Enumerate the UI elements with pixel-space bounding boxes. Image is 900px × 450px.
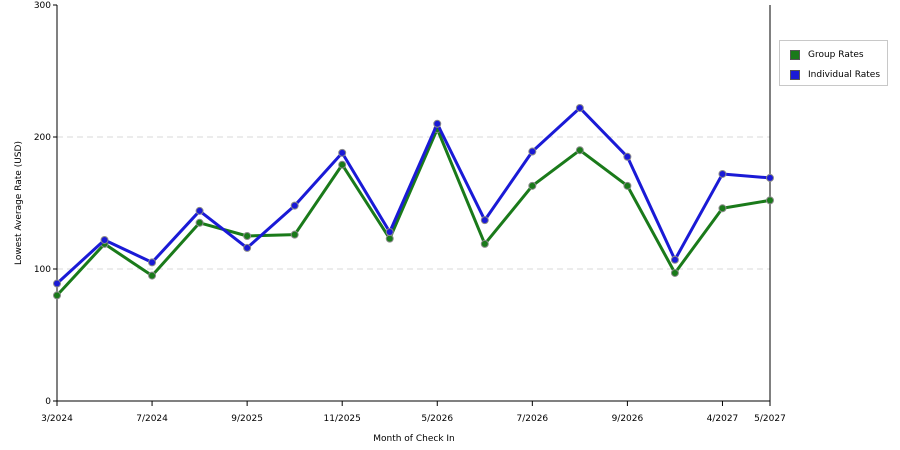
x-tick-label-1: 7/2024 — [136, 414, 168, 424]
y-tick-label-0: 0 — [45, 397, 51, 407]
legend-swatch-group-rates — [790, 50, 800, 60]
data-point-s1-11 — [575, 103, 584, 112]
data-point-s1-7 — [385, 228, 394, 237]
data-point-s0-14 — [718, 204, 727, 213]
x-axis-title: Month of Check In — [373, 434, 455, 444]
data-point-s0-5 — [290, 230, 299, 239]
legend-label-group-rates: Group Rates — [808, 50, 864, 60]
y-tick-label-100: 100 — [34, 265, 51, 275]
data-point-s0-11 — [575, 146, 584, 155]
data-point-s0-15 — [766, 196, 774, 205]
series-lines — [53, 103, 774, 300]
data-point-s0-10 — [528, 181, 537, 190]
x-tick-label-4: 5/2026 — [421, 414, 453, 424]
legend-label-individual-rates: Individual Rates — [808, 70, 881, 80]
x-tick-label-2: 9/2025 — [231, 414, 263, 424]
data-point-s0-7 — [385, 234, 394, 243]
x-tick-label-6: 9/2026 — [612, 414, 644, 424]
data-point-s1-10 — [528, 147, 537, 156]
x-tick-label-8: 5/2027 — [754, 414, 786, 424]
data-point-s1-13 — [670, 255, 679, 264]
data-point-s1-12 — [623, 152, 632, 161]
data-point-s1-14 — [718, 169, 727, 178]
axes — [56, 5, 771, 402]
data-point-s1-3 — [195, 206, 204, 215]
legend-item-individual-rates: Individual Rates — [790, 68, 880, 82]
data-point-s0-3 — [195, 218, 204, 227]
x-tick-label-0: 3/2024 — [41, 414, 73, 424]
data-point-s1-8 — [433, 119, 442, 128]
data-point-s1-9 — [480, 216, 489, 225]
x-tick-label-5: 7/2026 — [516, 414, 548, 424]
y-axis-ticks: 0 100 200 300 — [34, 1, 57, 407]
legend: Group Rates Individual Rates — [779, 40, 888, 86]
series-line-0 — [55, 127, 771, 297]
data-point-s0-4 — [243, 232, 252, 240]
data-point-s1-6 — [338, 148, 347, 157]
data-point-s1-4 — [243, 243, 252, 252]
data-point-s0-12 — [623, 181, 632, 190]
data-point-s1-5 — [290, 201, 299, 210]
x-tick-label-7: 4/2027 — [707, 414, 739, 424]
data-point-s0-13 — [670, 268, 679, 277]
data-point-s1-2 — [148, 258, 157, 267]
data-point-s0-2 — [148, 271, 157, 280]
grid-lines — [57, 136, 770, 270]
data-point-s0-0 — [53, 291, 61, 300]
legend-item-group-rates: Group Rates — [790, 48, 864, 62]
data-point-s0-9 — [480, 239, 489, 248]
y-tick-label-300: 300 — [34, 1, 51, 11]
data-point-s1-0 — [53, 279, 61, 288]
data-point-s1-15 — [766, 173, 774, 182]
y-axis-title: Lowest Average Rate (USD) — [14, 141, 24, 265]
series-line-1 — [55, 106, 771, 285]
data-point-s1-1 — [100, 235, 109, 244]
legend-swatch-individual-rates — [790, 70, 800, 80]
data-point-s0-6 — [338, 160, 347, 169]
y-tick-label-200: 200 — [34, 133, 51, 143]
x-axis-ticks: 3/2024 7/2024 9/2025 11/2025 5/2026 7/2026 9/2… — [41, 401, 786, 424]
x-tick-label-3: 11/2025 — [324, 414, 361, 424]
